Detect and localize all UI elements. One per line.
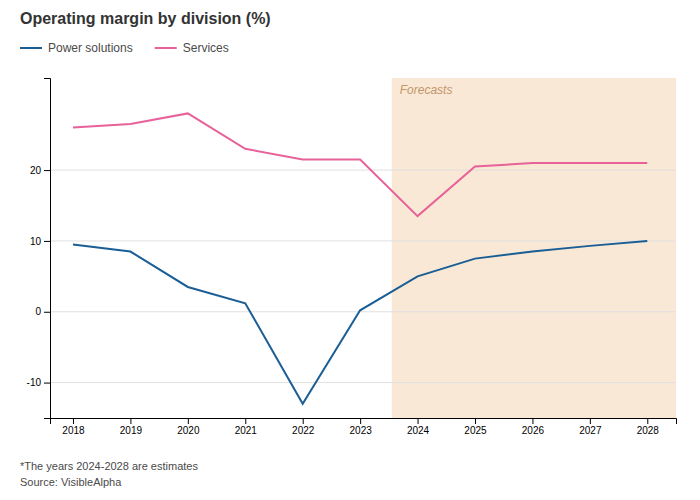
series-line [73,241,647,404]
y-tick-label: 10 [30,236,42,247]
grid-line [50,240,676,241]
x-tick: 2023 [350,418,373,436]
x-tick: 2027 [579,418,602,436]
x-tick: 2028 [637,418,660,436]
y-tick: -10 [27,377,50,388]
x-tick-mark [188,418,189,424]
x-tick-label: 2028 [637,425,660,436]
x-tick-mark [532,418,533,424]
footnote: Source: VisibleAlpha [20,476,122,488]
grid-line [50,382,676,383]
y-axis-line [44,79,51,419]
legend-label: Services [183,41,229,55]
x-tick-mark [73,418,74,424]
series-line [73,113,647,216]
legend-item: Power solutions [20,41,133,55]
y-tick: 10 [30,236,50,247]
x-tick-mark [475,418,476,424]
x-tick-mark [303,418,304,424]
x-tick-label: 2020 [177,425,200,436]
legend-swatch [20,47,42,49]
x-tick-mark [590,418,591,424]
marks [73,78,676,418]
x-tick-label: 2023 [350,425,373,436]
y-tick-mark [44,241,50,242]
x-tick: 2022 [292,418,315,436]
y-tick-label: -10 [27,377,42,388]
x-axis: 2018 2019 2020 2021 2022 2023 2024 2025 2026 2027… [51,418,677,436]
x-tick-label: 2021 [235,425,258,436]
grid-line [50,311,676,312]
y-tick: 20 [30,165,50,176]
x-tick-label: 2024 [407,425,430,436]
x-tick-label: 2018 [62,425,85,436]
y-tick-label: 0 [35,306,41,317]
x-tick: 2019 [120,418,143,436]
x-tick-mark [360,418,361,424]
legend-item: Services [155,41,229,55]
title: Operating margin by division (%) [20,10,271,27]
grid-line [392,170,676,171]
x-tick-mark [418,418,419,424]
x-tick-mark [647,418,648,424]
x-tick-label: 2026 [522,425,545,436]
x-tick-label: 2027 [579,425,602,436]
grid-line [392,311,676,312]
y-axis: -10 0 10 20 [27,79,51,419]
forecast-region [392,78,676,418]
x-tick-label: 2022 [292,425,315,436]
x-tick: 2021 [235,418,258,436]
x-tick-label: 2025 [464,425,487,436]
legend: Power solutions Services [20,41,229,55]
grid-line [392,382,676,383]
footnote: *The years 2024-2028 are estimates [20,460,198,472]
y-tick-label: 20 [30,165,42,176]
legend-swatch [155,47,177,49]
y-tick-mark [44,312,50,313]
grid-line [50,170,676,171]
x-tick: 2020 [177,418,200,436]
x-tick-mark [130,418,131,424]
y-tick-mark [44,170,50,171]
plot-area: Forecasts2018201920202021202220232024202… [27,78,677,436]
x-tick-mark [245,418,246,424]
x-tick: 2018 [62,418,85,436]
x-axis-line [51,419,677,425]
x-tick: 2026 [522,418,545,436]
x-tick: 2025 [464,418,487,436]
legend-label: Power solutions [48,41,133,55]
y-tick-mark [44,383,50,384]
x-tick: 2024 [407,418,430,436]
x-tick-label: 2019 [120,425,143,436]
y-tick: 0 [35,306,50,317]
forecast-label: Forecasts [400,83,453,97]
chart-svg: Operating margin by division (%) Forecast… [0,0,700,500]
